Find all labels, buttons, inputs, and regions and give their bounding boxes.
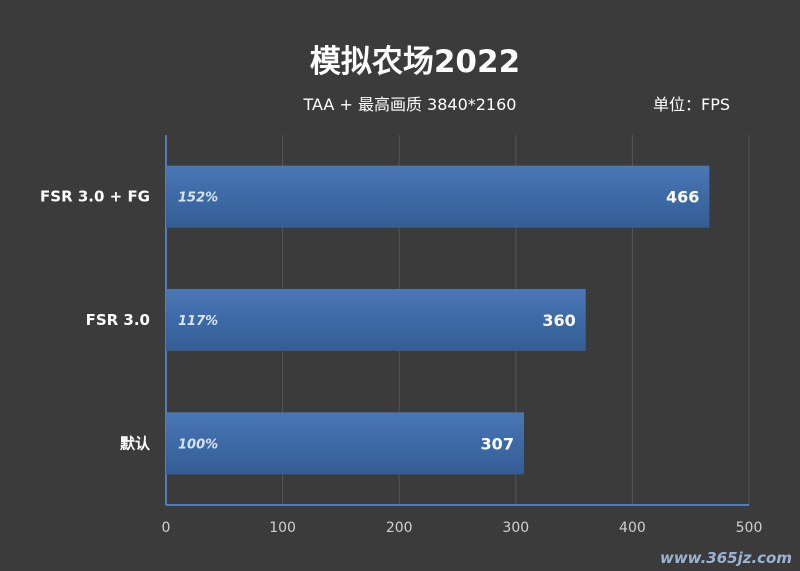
percent-label-1: 117% [178, 314, 218, 329]
value-label-1: 360 [542, 311, 575, 330]
labels: 0 100 200 300 400 500 FSR 3.0 + FG 152% 466 FSR 3… [40, 188, 762, 536]
percent-label-0: 152% [178, 191, 218, 206]
chart-title: 模拟农场2022 [310, 44, 520, 80]
percent-label-2: 100% [178, 437, 218, 452]
bars [166, 165, 710, 475]
x-tick-label-200: 200 [386, 520, 413, 536]
x-tick-label-400: 400 [619, 520, 646, 536]
x-tick-label-500: 500 [736, 520, 763, 536]
chart-subtitle: TAA + 最高画质 3840*2160 [303, 95, 517, 114]
unit-label: 单位：FPS [653, 95, 730, 114]
bar-0 [166, 165, 710, 228]
x-tick-label-100: 100 [269, 520, 296, 536]
x-tick-label-300: 300 [502, 520, 529, 536]
watermark: www.365jz.com [660, 549, 792, 567]
category-label-2: 默认 [120, 434, 151, 452]
value-label-0: 466 [666, 188, 699, 207]
value-label-2: 307 [481, 434, 514, 453]
category-label-0: FSR 3.0 + FG [40, 188, 150, 206]
bar-1 [166, 289, 586, 351]
bar-2 [166, 412, 524, 475]
category-label-1: FSR 3.0 [86, 311, 150, 329]
x-tick-label-0: 0 [162, 520, 171, 536]
